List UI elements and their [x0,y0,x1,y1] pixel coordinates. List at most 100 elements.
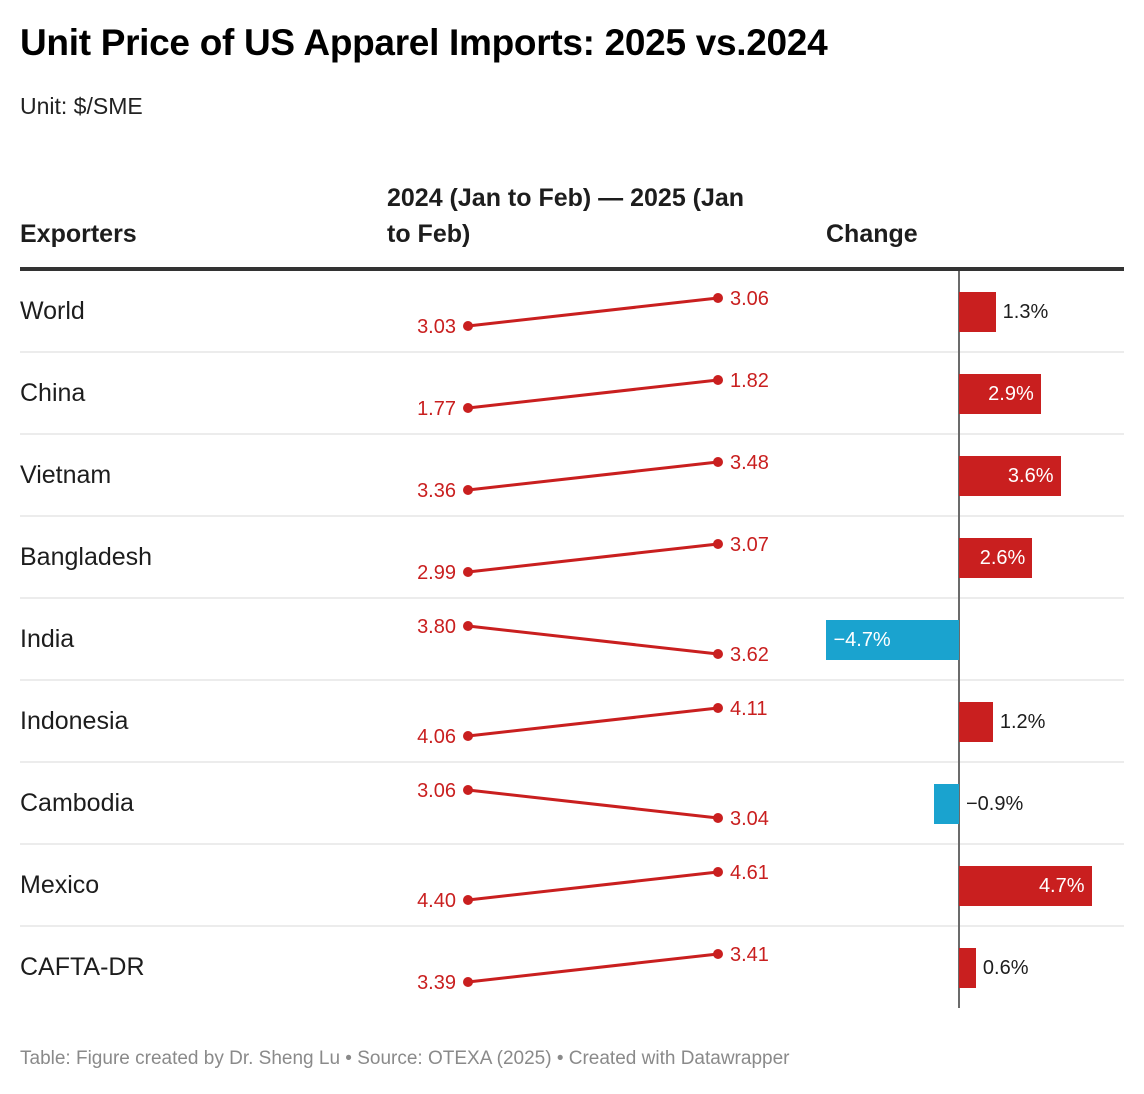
change-bar-positive [959,948,976,988]
change-label: 1.2% [999,711,1046,733]
value-label-2024: 3.06 [417,780,456,802]
point-v2025 [713,649,723,659]
row-divider [20,351,1124,353]
row-divider [20,925,1124,927]
change-bar-positive [959,456,1061,496]
change-bar-negative [826,620,959,660]
exporter-label: World [20,297,85,325]
exporter-label: Mexico [20,871,100,899]
zero-axis-line [958,271,960,1008]
value-label-2024: 3.39 [417,972,456,994]
change-label: 2.6% [979,547,1026,569]
table-row: Bangladesh 2.99 3.07 [20,517,1124,599]
row-divider [20,843,1124,845]
change-label: 0.6% [982,957,1029,979]
value-label-2024: 4.06 [417,726,456,748]
table-row: World 3.03 3.06 [20,271,1124,353]
exporter-label: Indonesia [20,707,129,735]
table-row: Vietnam 3.36 3.48 [20,435,1124,517]
row-divider [20,761,1124,763]
slope-graph: 4.40 4.61 [417,862,769,912]
point-v2024 [463,567,473,577]
change-bar-positive [959,538,1033,578]
column-header-change: Change [826,220,918,248]
change-label: 2.9% [988,383,1034,405]
slope-graph: 3.80 3.62 [417,616,769,666]
value-label-2025: 3.07 [730,534,769,556]
point-v2024 [463,731,473,741]
point-v2024 [463,321,473,331]
slope-line [467,870,719,902]
slope-line [467,460,719,492]
table-row: CAFTA-DR 3.39 3.41 [20,927,1124,1009]
point-v2024 [463,485,473,495]
change-label: −0.9% [966,793,1024,815]
change-label: 3.6% [1007,465,1054,487]
slope-line [467,378,719,410]
slope-line [467,706,719,738]
table-row: China 1.77 1.82 [20,353,1124,435]
value-label-2024: 3.80 [417,616,456,638]
slope-line [467,788,719,820]
change-bar-positive [959,292,996,332]
point-v2024 [463,977,473,987]
point-v2025 [713,375,723,385]
value-label-2025: 3.48 [730,452,769,474]
header-divider [20,267,1124,271]
value-label-2025: 3.04 [730,808,769,830]
table-row: India 3.80 3.62 [20,599,1124,681]
row-divider [20,515,1124,517]
point-v2024 [463,785,473,795]
point-v2024 [463,403,473,413]
value-label-2024: 1.77 [417,398,456,420]
footer-credits: Table: Figure created by Dr. Sheng Lu • … [20,1048,790,1069]
exporter-label: Bangladesh [20,543,153,571]
point-v2025 [713,457,723,467]
value-label-2025: 4.61 [730,862,769,884]
exporter-label: Cambodia [20,789,134,817]
slope-graph: 1.77 1.82 [417,370,769,420]
slope-line [467,296,719,328]
slope-graph: 3.39 3.41 [417,944,769,994]
exporter-label: Vietnam [20,461,112,489]
value-label-2025: 1.82 [730,370,769,392]
value-label-2024: 4.40 [417,890,456,912]
column-header-exporters: Exporters [20,220,137,248]
change-label: 1.3% [1002,301,1049,323]
change-bar-positive [959,374,1041,414]
row-divider [20,433,1124,435]
change-bar-negative [933,784,959,824]
value-label-2025: 3.41 [730,944,769,966]
row-divider [20,679,1124,681]
value-label-2024: 3.36 [417,480,456,502]
column-header-price-range: 2024 (Jan to Feb) — 2025 (Jan to Feb) [387,184,745,248]
point-v2025 [713,293,723,303]
exporter-label: India [20,625,75,653]
chart-subtitle: Unit: $/SME [20,93,143,119]
slope-graph: 3.06 3.04 [417,780,769,830]
slope-line [467,542,719,574]
point-v2024 [463,895,473,905]
slope-graph: 3.36 3.48 [417,452,769,502]
table-row: Indonesia 4.06 4.11 [20,681,1124,763]
slope-graph: 3.03 3.06 [417,288,769,338]
slope-graph: 2.99 3.07 [417,534,769,584]
table-row: Mexico 4.40 4.61 [20,845,1124,927]
table-row: Cambodia 3.06 3.04 [20,763,1124,845]
change-bar-positive [959,702,993,742]
change-bar-positive [959,866,1092,906]
point-v2025 [713,867,723,877]
row-divider [20,597,1124,599]
exporter-label: CAFTA-DR [20,953,145,981]
slope-line [467,952,719,984]
point-v2025 [713,539,723,549]
point-v2024 [463,621,473,631]
value-label-2025: 3.62 [730,644,769,666]
change-label: −4.7% [833,629,891,651]
chart-title: Unit Price of US Apparel Imports: 2025 v… [20,22,828,63]
value-label-2024: 3.03 [417,316,456,338]
slope-line [467,624,719,656]
value-label-2025: 3.06 [730,288,769,310]
slope-graph: 4.06 4.11 [417,698,767,748]
value-label-2025: 4.11 [730,698,767,720]
